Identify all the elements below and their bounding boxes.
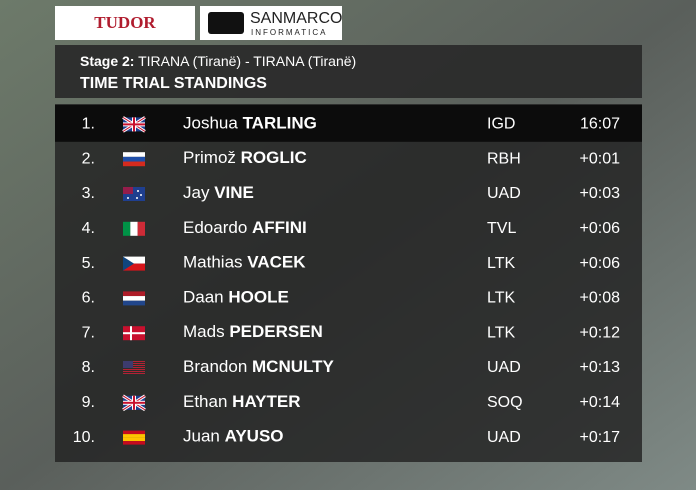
time: +0:08 xyxy=(580,290,621,307)
time: +0:13 xyxy=(580,359,621,376)
rank: 9. xyxy=(82,394,95,411)
rider-name: Mathias VACEK xyxy=(183,253,306,272)
flag xyxy=(123,221,145,236)
flag xyxy=(122,394,146,412)
header-stage: Stage 2: TIRANA (Tiranë) - TIRANA (Tiran… xyxy=(80,53,356,69)
team: LTK xyxy=(487,290,515,307)
sponsor-icon xyxy=(208,12,244,34)
team: LTK xyxy=(487,255,515,272)
rider-name: Primož ROGLIC xyxy=(183,149,307,168)
time: +0:06 xyxy=(580,220,621,237)
time: +0:06 xyxy=(580,255,621,272)
sponsor-logo: TUDOR xyxy=(94,13,156,32)
header-title: TIME TRIAL STANDINGS xyxy=(80,75,267,92)
table-panel xyxy=(55,104,642,462)
team: IGD xyxy=(487,116,515,133)
team: TVL xyxy=(487,220,516,237)
rider-name: Ethan HAYTER xyxy=(183,392,301,411)
header-panel xyxy=(55,45,642,98)
rider-name: Brandon MCNULTY xyxy=(183,357,335,376)
rider-name: Edoardo AFFINI xyxy=(183,218,307,237)
rank: 5. xyxy=(82,255,95,272)
team: UAD xyxy=(487,429,521,446)
team: LTK xyxy=(487,324,515,341)
flag xyxy=(123,152,145,167)
flag xyxy=(123,326,145,341)
sponsor-logo: SANMARCO xyxy=(250,10,342,27)
time: +0:12 xyxy=(580,324,621,341)
sponsor-sub: INFORMATICA xyxy=(251,28,328,37)
rider-name: Joshua TARLING xyxy=(183,114,317,133)
team: UAD xyxy=(487,359,521,376)
rank: 8. xyxy=(82,359,95,376)
time: +0:01 xyxy=(580,150,621,167)
time: +0:17 xyxy=(580,429,621,446)
team: UAD xyxy=(487,185,521,202)
time: +0:03 xyxy=(580,185,621,202)
rank: 2. xyxy=(82,150,95,167)
rank: 1. xyxy=(82,116,95,133)
flag xyxy=(123,187,145,201)
highlight-row xyxy=(55,105,642,142)
rider-name: Jay VINE xyxy=(183,183,254,202)
rank: 7. xyxy=(82,324,95,341)
flag xyxy=(123,256,145,271)
rider-name: Mads PEDERSEN xyxy=(183,323,323,342)
sponsor-box xyxy=(55,6,195,40)
rider-name: Daan HOOLE xyxy=(183,288,289,307)
rank: 4. xyxy=(82,220,95,237)
rider-name: Juan AYUSO xyxy=(183,427,284,446)
team: RBH xyxy=(487,150,521,167)
rank: 3. xyxy=(82,185,95,202)
flag xyxy=(122,116,146,133)
flag xyxy=(123,361,145,374)
rank: 10. xyxy=(73,429,95,446)
time: 16:07 xyxy=(580,116,620,133)
flag xyxy=(123,291,145,306)
rank: 6. xyxy=(82,290,95,307)
flag xyxy=(123,430,145,445)
time: +0:14 xyxy=(580,394,621,411)
team: SOQ xyxy=(487,394,523,411)
